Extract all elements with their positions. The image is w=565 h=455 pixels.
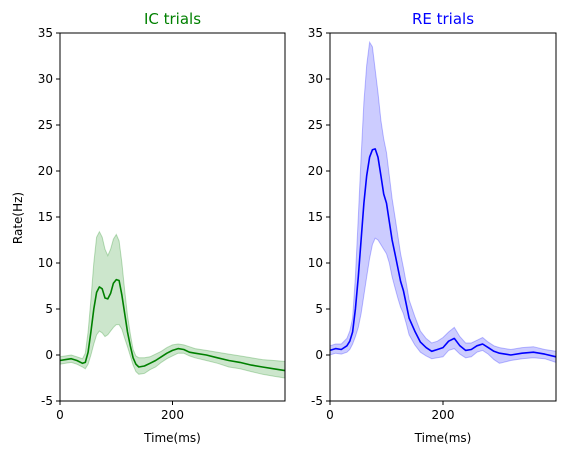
y-tick-label: 5 (315, 302, 323, 316)
y-tick-label: 25 (38, 118, 53, 132)
y-tick-label: -5 (311, 394, 323, 408)
x-tick-label: 200 (432, 408, 455, 422)
y-tick-label: -5 (41, 394, 53, 408)
y-tick-label: 10 (308, 256, 323, 270)
y-tick-label: 15 (38, 210, 53, 224)
x-axis-label: Time(ms) (143, 431, 201, 445)
y-tick-label: 25 (308, 118, 323, 132)
y-tick-label: 35 (38, 26, 53, 40)
y-tick-label: 20 (38, 164, 53, 178)
x-tick-label: 0 (326, 408, 334, 422)
y-tick-label: 5 (45, 302, 53, 316)
y-tick-label: 15 (308, 210, 323, 224)
mean-rate-line (329, 148, 557, 358)
y-tick-label: 0 (315, 348, 323, 362)
panel-ic-trials: IC trials Rate(Hz) Time(ms) -50510152025… (11, 10, 286, 445)
x-axis-label: Time(ms) (414, 431, 472, 445)
y-tick-label: 10 (38, 256, 53, 270)
y-tick-label: 35 (308, 26, 323, 40)
plot-frame (59, 32, 286, 402)
chart-title: RE trials (412, 10, 474, 28)
y-axis-label: Rate(Hz) (11, 192, 25, 244)
x-tick-label: 200 (161, 408, 184, 422)
x-tick-label: 0 (56, 408, 64, 422)
chart-title: IC trials (144, 10, 201, 28)
y-tick-label: 20 (308, 164, 323, 178)
plot-frame (329, 32, 557, 402)
y-tick-label: 30 (38, 72, 53, 86)
y-tick-label: 30 (308, 72, 323, 86)
mean-rate-line (59, 278, 286, 372)
y-tick-label: 0 (45, 348, 53, 362)
